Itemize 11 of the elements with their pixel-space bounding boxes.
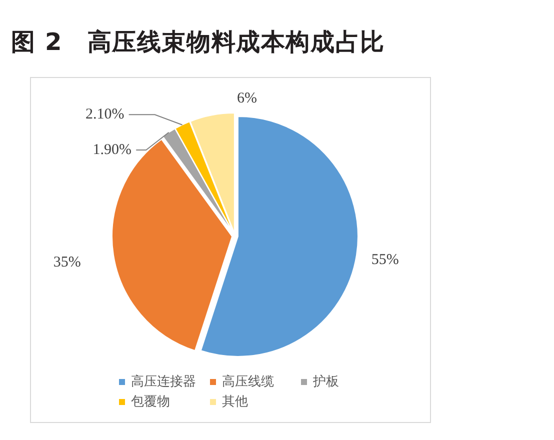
legend-label: 高压连接器 (131, 374, 196, 390)
data-label: 55% (371, 252, 399, 268)
legend-label: 包覆物 (131, 394, 170, 410)
data-label: 35% (53, 254, 81, 271)
data-label: 6% (237, 90, 258, 107)
legend-label: 其他 (222, 394, 248, 410)
legend-label: 高压线缆 (222, 374, 274, 390)
data-label: 1.90% (92, 142, 132, 158)
data-label: 2.10% (85, 106, 124, 123)
legend-label: 护板 (312, 374, 339, 390)
chart-title: 图 2 高压线束物料成本构成占比 (11, 28, 385, 56)
